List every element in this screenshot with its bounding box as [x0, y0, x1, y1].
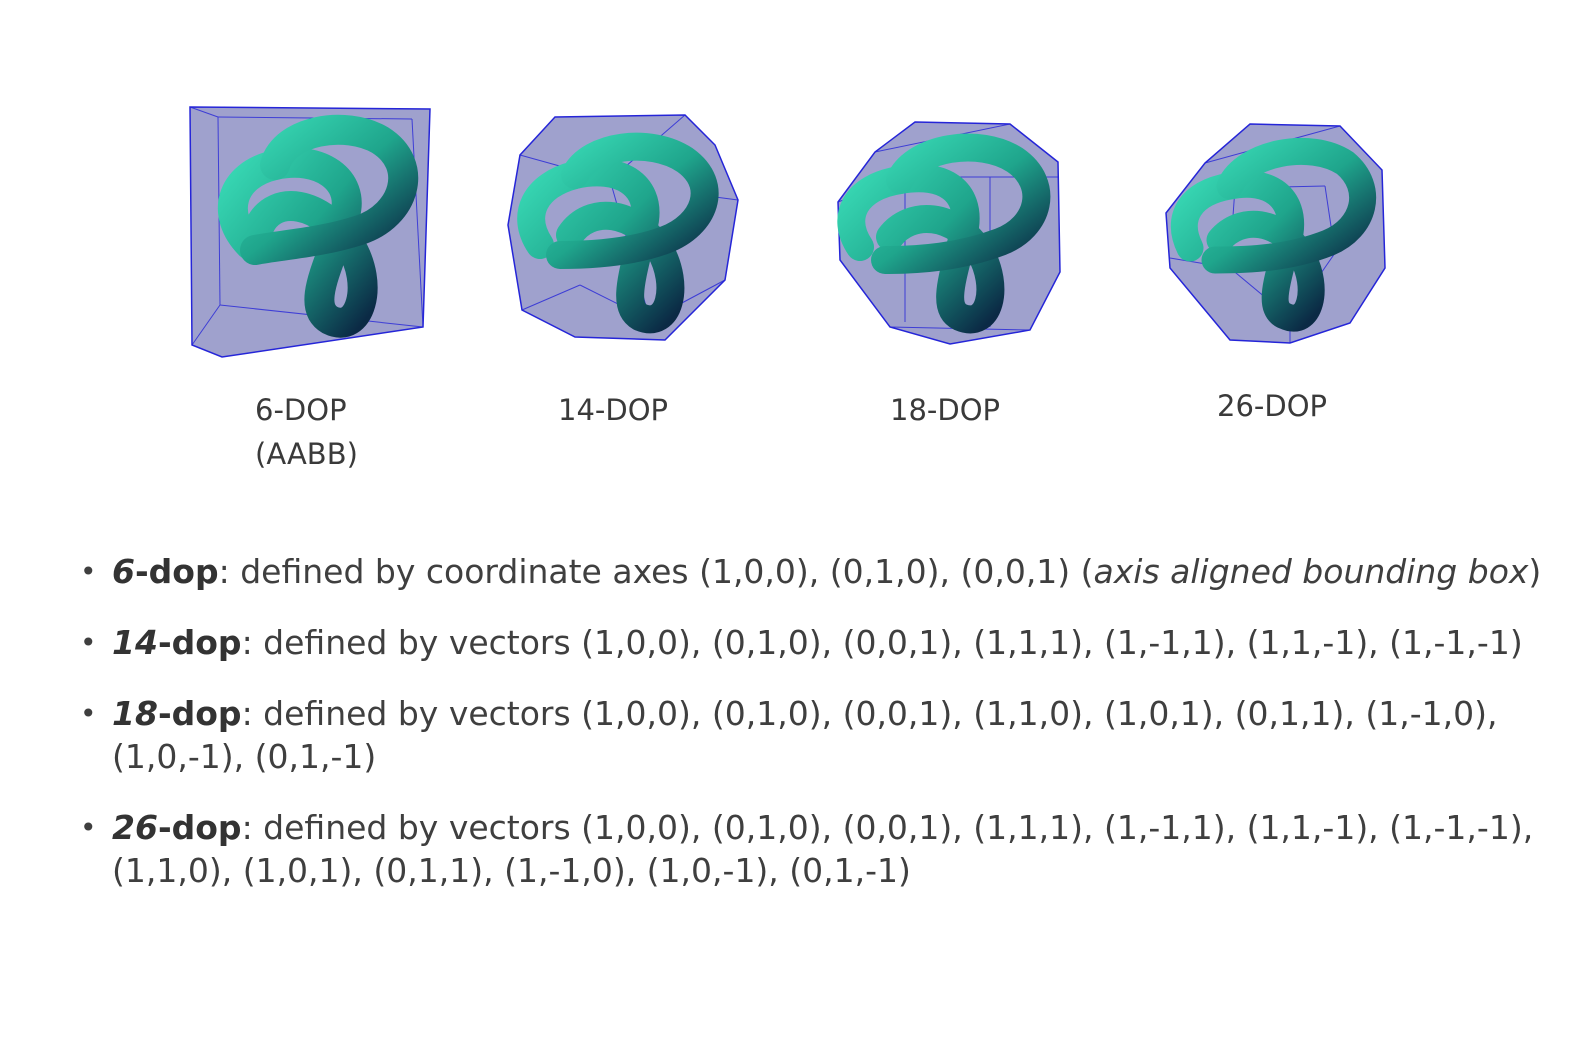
definition-text: : defined by coordinate axes (1,0,0), (0… [218, 552, 1094, 591]
bullet-marker: • [80, 626, 97, 659]
figure-6dop [180, 95, 445, 365]
caption-18dop: 18-DOP [890, 388, 1000, 432]
definition-text: : defined by vectors (1,0,0), (0,1,0), (… [112, 694, 1498, 776]
figure-18dop [830, 112, 1070, 352]
caption-6dop: 6-DOP (AABB) [255, 388, 358, 476]
term-number: 26 [112, 808, 158, 847]
term-number: 6 [112, 552, 135, 591]
term-suffix: -dop [134, 552, 219, 591]
term-number: 14 [112, 623, 158, 662]
definition-text: : defined by vectors (1,0,0), (0,1,0), (… [112, 808, 1534, 890]
trefoil-knot-icon [517, 132, 719, 334]
6dop-knot-image [189, 106, 431, 358]
definition-text: : defined by vectors (1,0,0), (0,1,0), (… [241, 623, 1523, 662]
caption-6dop-line1: 6-DOP [255, 393, 347, 427]
caption-14dop-line1: 14-DOP [558, 393, 669, 427]
definition-italic: axis aligned bounding box [1093, 552, 1529, 591]
term-suffix: -dop [157, 694, 242, 733]
term-suffix: -dop [157, 808, 242, 847]
caption-6dop-line2: (AABB) [255, 437, 358, 471]
bullet-marker: • [80, 811, 97, 844]
term-number: 18 [112, 694, 158, 733]
list-item-26dop: • 26-dop: defined by vectors (1,0,0), (0… [80, 806, 1560, 892]
list-item-6dop: • 6-dop: defined by coordinate axes (1,0… [80, 550, 1560, 593]
definition-tail: ) [1528, 552, 1542, 591]
caption-14dop: 14-DOP [558, 388, 668, 432]
figure-26dop [1160, 118, 1395, 353]
caption-18dop-line1: 18-DOP [890, 393, 1001, 427]
list-item-18dop: • 18-dop: defined by vectors (1,0,0), (0… [80, 692, 1560, 778]
figure-14dop [500, 105, 750, 355]
list-item-14dop: • 14-dop: defined by vectors (1,0,0), (0… [80, 621, 1560, 664]
trefoil-knot-icon [1170, 138, 1376, 332]
caption-26dop: 26-DOP [1217, 384, 1327, 428]
bullet-marker: • [80, 697, 97, 730]
caption-26dop-line1: 26-DOP [1217, 389, 1328, 423]
26dop-knot-image [1165, 123, 1386, 344]
trefoil-knot-icon [837, 133, 1051, 334]
14dop-knot-image [507, 114, 739, 341]
trefoil-knot-icon [217, 114, 419, 338]
bullet-marker: • [80, 555, 97, 588]
definition-list: • 6-dop: defined by coordinate axes (1,0… [80, 550, 1560, 920]
18dop-knot-image [837, 121, 1061, 345]
term-suffix: -dop [157, 623, 242, 662]
